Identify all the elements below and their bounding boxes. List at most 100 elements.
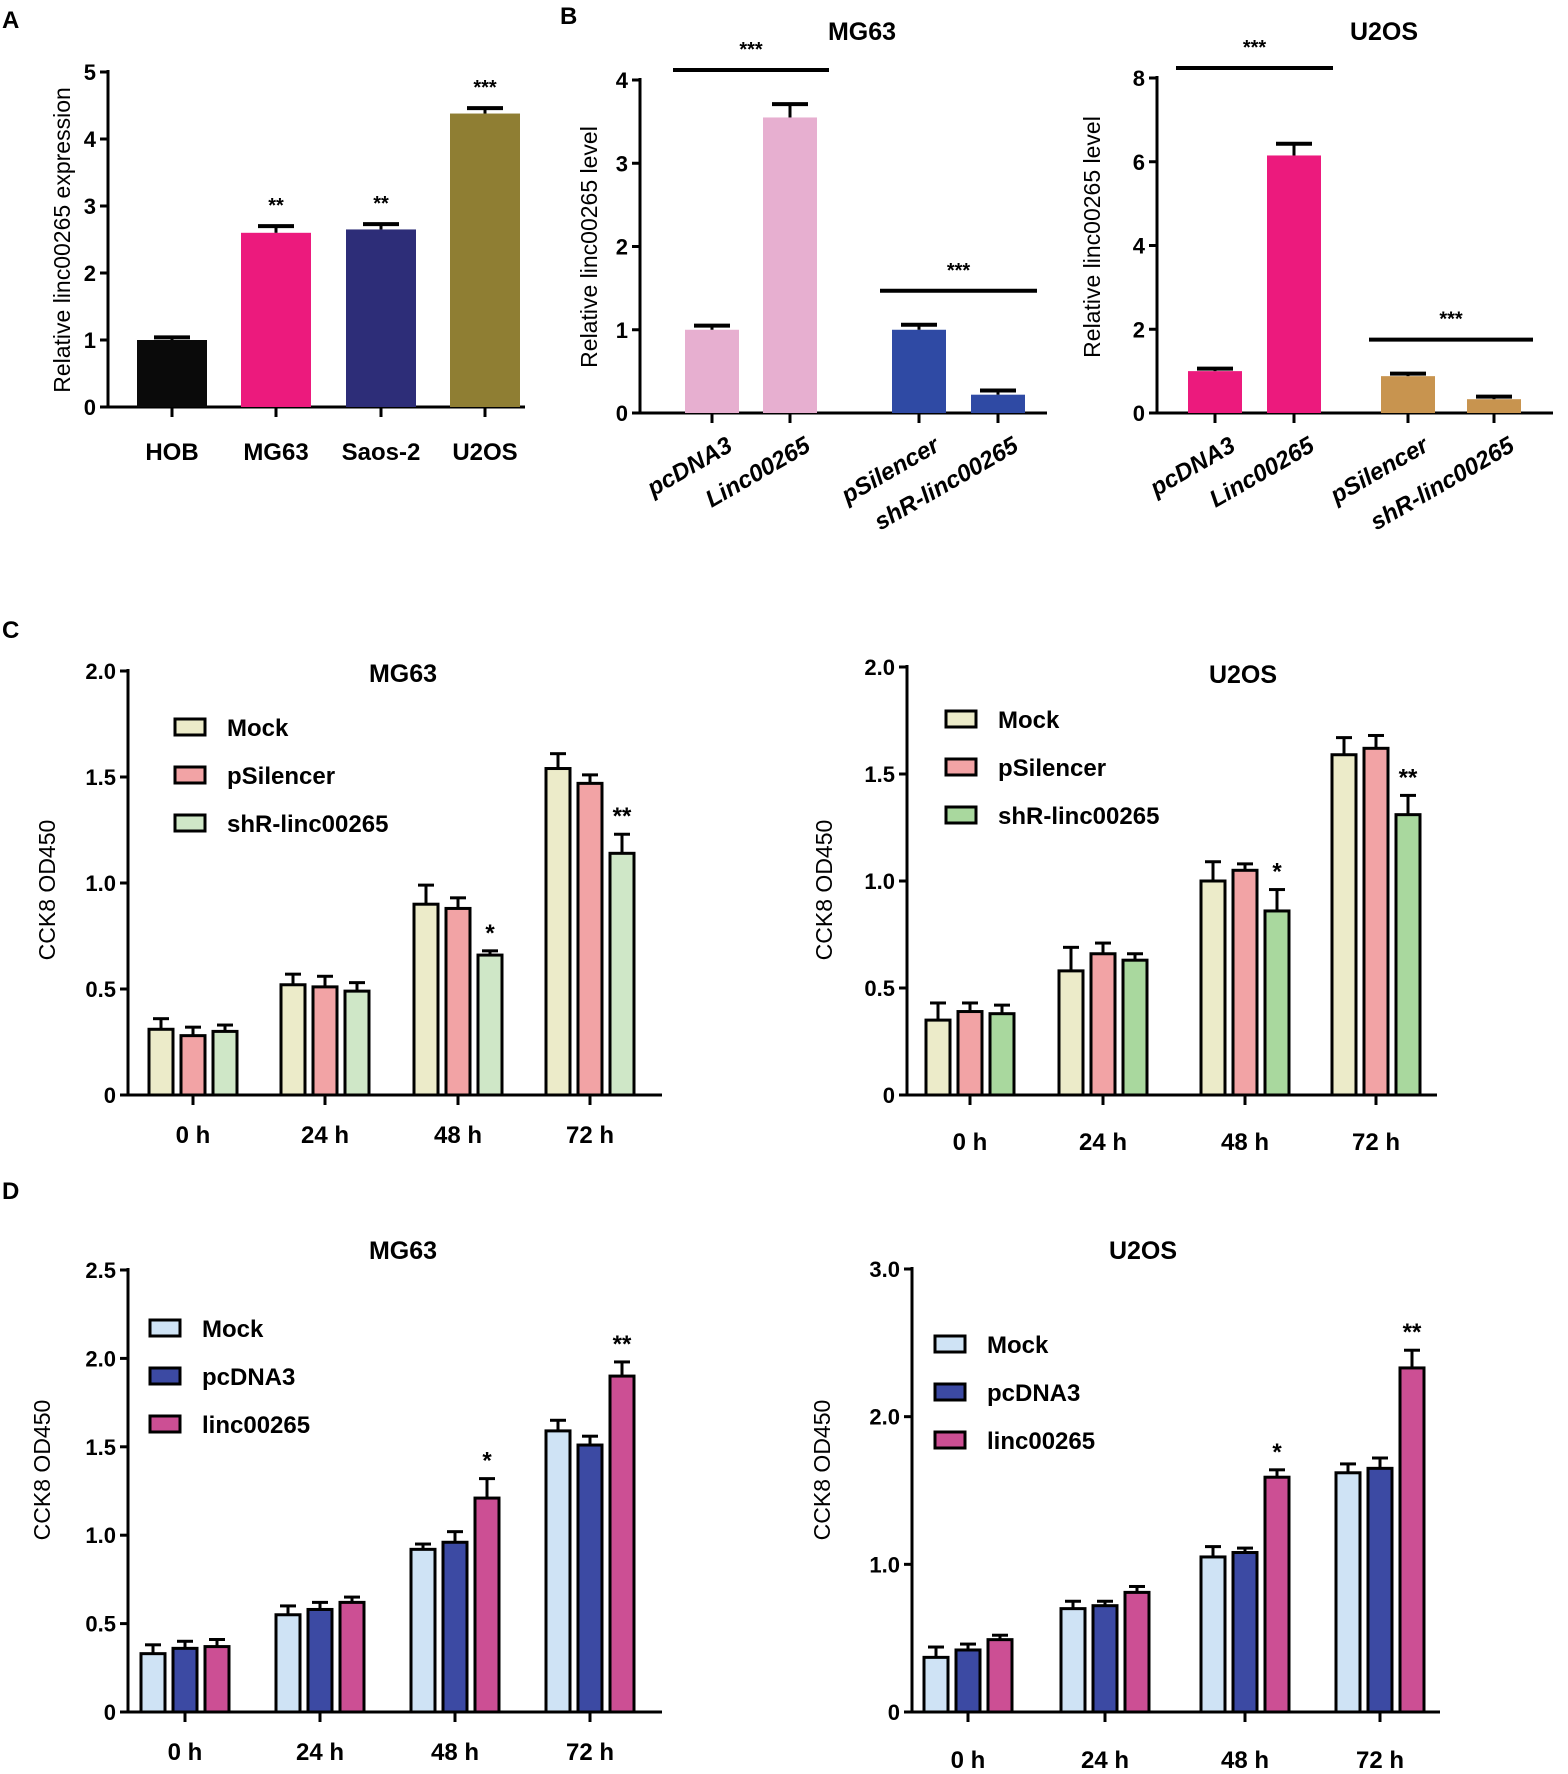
significance-label: *** <box>947 260 971 282</box>
legend-swatch <box>944 757 978 777</box>
chart-title: MG63 <box>369 660 437 688</box>
bar-psilencer <box>892 329 946 413</box>
bar-mock <box>279 983 307 1097</box>
y-tick-label: 2.0 <box>869 1405 900 1430</box>
y-tick-label: 0 <box>104 1700 116 1725</box>
y-tick-label: 2.0 <box>85 659 116 684</box>
y-axis-title: CCK8 OD450 <box>811 820 837 961</box>
legend-swatch <box>944 805 978 825</box>
y-tick-label: 3 <box>616 151 628 176</box>
bar-linc00265 <box>1267 155 1321 413</box>
bar-mock <box>409 1547 437 1714</box>
y-tick-label: 0 <box>84 395 96 420</box>
bar-psilencer <box>956 1010 984 1097</box>
x-tick-label: 0 h <box>953 1129 988 1156</box>
legend-swatch <box>148 1414 182 1434</box>
legend-label: shR-linc00265 <box>998 803 1159 830</box>
x-tick-label: Saos-2 <box>342 439 421 466</box>
bar-shr-linc00265 <box>211 1029 239 1097</box>
y-tick-label: 6 <box>1133 150 1145 175</box>
bar-shr-linc00265 <box>608 851 636 1097</box>
x-tick-label: 48 h <box>434 1122 482 1149</box>
y-tick-label: 2 <box>616 235 628 260</box>
chart-c-u2os: U2OS 0 0.5 1.0 1.5 2.0 CCK8 OD450 0 h 24 h 48 h * 7… <box>811 655 1437 1156</box>
chart-title: U2OS <box>1350 18 1418 46</box>
y-axis-title: CCK8 OD450 <box>34 820 60 961</box>
chart-title: MG63 <box>828 18 896 46</box>
y-axis-title: Relative linc00265 level <box>576 126 602 368</box>
significance-label: ** <box>1403 1319 1422 1346</box>
bar-psilencer <box>311 985 339 1097</box>
y-tick-label: 1 <box>616 318 628 343</box>
significance-label: * <box>482 1448 492 1475</box>
significance-label: ** <box>373 193 389 215</box>
y-tick-label: 4 <box>84 127 97 152</box>
bar-mock <box>274 1613 302 1714</box>
y-tick-label: 1.5 <box>85 765 116 790</box>
legend-swatch <box>148 1318 182 1338</box>
bar-linc00265 <box>473 1496 501 1714</box>
bar-mock <box>1330 753 1358 1097</box>
significance-label: *** <box>1243 37 1267 59</box>
bar-mock <box>544 1429 572 1714</box>
y-tick-label: 1.0 <box>864 869 895 894</box>
y-axis-title: Relative linc00265 expression <box>49 87 75 393</box>
chart-title: U2OS <box>1109 1237 1177 1265</box>
bar-shr-linc00265 <box>1394 813 1422 1097</box>
legend-swatch <box>173 813 207 833</box>
y-axis-title: CCK8 OD450 <box>809 1400 835 1541</box>
legend-label: pcDNA3 <box>987 1380 1080 1407</box>
y-tick-label: 0 <box>104 1083 116 1108</box>
bar-psilencer <box>1089 952 1117 1097</box>
legend-label: linc00265 <box>202 1412 310 1439</box>
bar-pcdna3 <box>685 329 739 413</box>
bar-mock <box>1199 1555 1227 1714</box>
bar-mock <box>412 902 440 1097</box>
significance-label: ** <box>613 803 632 830</box>
x-tick-label: 48 h <box>1221 1129 1269 1156</box>
x-tick-label: shR-linc00265 <box>1366 431 1520 535</box>
bar-shr-linc00265 <box>971 394 1025 413</box>
significance-label: ** <box>613 1331 632 1358</box>
bar-pcdna3 <box>576 1443 604 1714</box>
y-tick-label: 0.5 <box>85 977 116 1002</box>
bar-hob <box>137 340 207 407</box>
bar-shr-linc00265 <box>1263 909 1291 1097</box>
legend-swatch <box>173 717 207 737</box>
y-tick-label: 1.5 <box>864 762 895 787</box>
bar-mock <box>139 1652 167 1714</box>
y-tick-label: 4 <box>1133 234 1146 259</box>
x-tick-label: HOB <box>145 439 198 466</box>
bar-psilencer <box>1381 376 1435 413</box>
y-tick-label: 4 <box>616 68 629 93</box>
bar-linc00265 <box>608 1374 636 1714</box>
x-tick-label: U2OS <box>452 439 517 466</box>
significance-label: *** <box>739 39 763 61</box>
y-tick-label: 3 <box>84 194 96 219</box>
bar-mock <box>924 1018 952 1097</box>
legend-label: pSilencer <box>998 755 1106 782</box>
y-tick-label: 5 <box>84 60 96 85</box>
bar-pcdna3 <box>441 1540 469 1714</box>
y-tick-label: 0 <box>883 1083 895 1108</box>
y-tick-label: 0.5 <box>85 1612 116 1637</box>
bar-psilencer <box>444 906 472 1097</box>
legend-label: pcDNA3 <box>202 1364 295 1391</box>
chart-title: U2OS <box>1209 661 1277 689</box>
bar-shr-linc00265 <box>1467 399 1521 413</box>
x-tick-label: 72 h <box>566 1122 614 1149</box>
bar-pcdna3 <box>306 1607 334 1714</box>
y-tick-label: 3.0 <box>869 1257 900 1282</box>
legend-label: Mock <box>987 1332 1049 1359</box>
significance-label: ** <box>1399 764 1418 791</box>
y-tick-label: 2.0 <box>864 655 895 680</box>
y-tick-label: 0.5 <box>864 976 895 1001</box>
significance-label: *** <box>1439 309 1463 331</box>
bar-shr-linc00265 <box>476 953 504 1097</box>
legend-label: shR-linc00265 <box>227 811 388 838</box>
bar-mock <box>1334 1471 1362 1714</box>
bar-pcdna3 <box>1231 1551 1259 1714</box>
legend-swatch <box>173 765 207 785</box>
